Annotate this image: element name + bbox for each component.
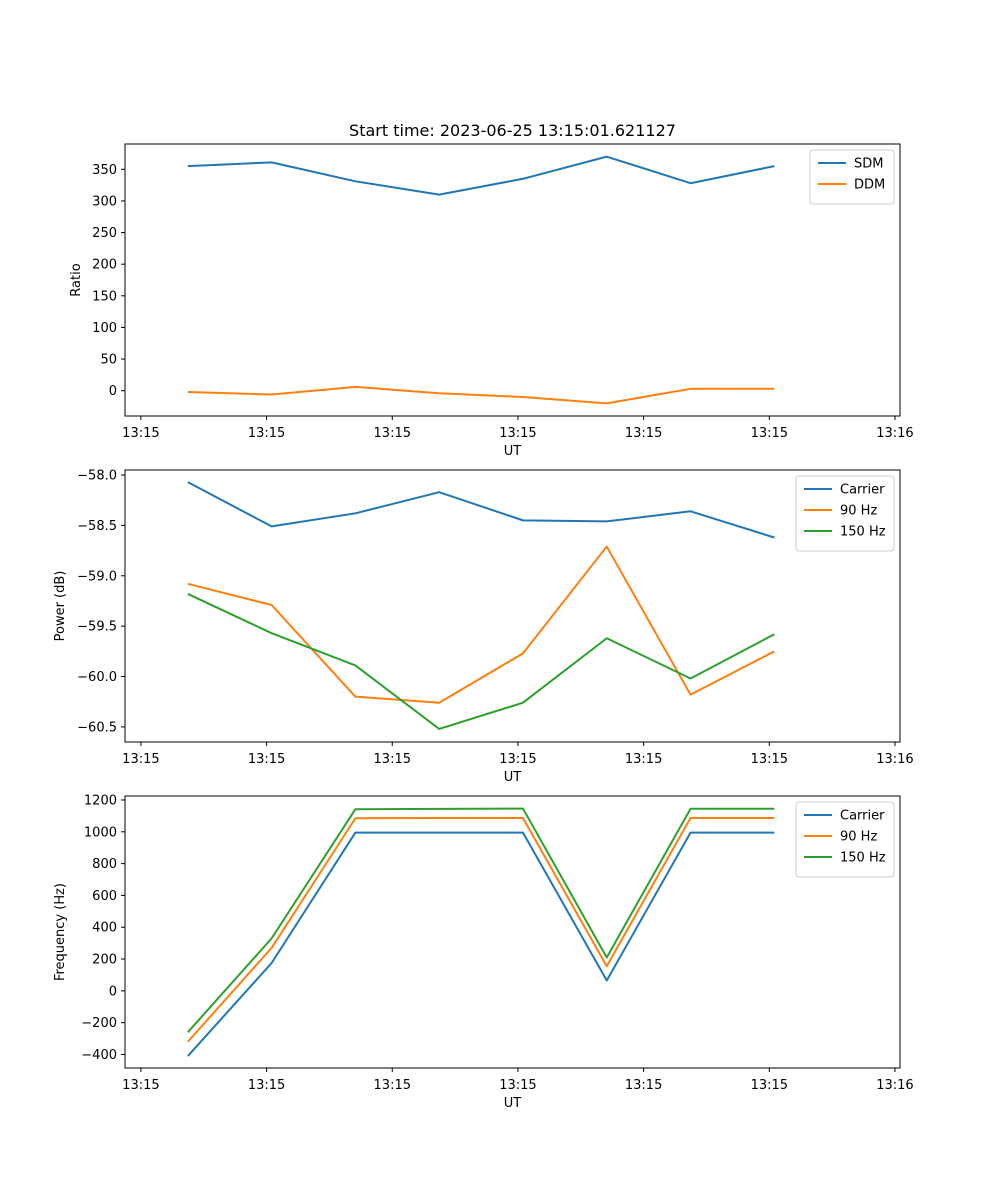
x-tick-label: 13:15	[499, 752, 536, 767]
y-tick-label: 0	[109, 384, 117, 399]
y-tick-label: −60.5	[77, 720, 117, 735]
y-tick-label: −58.0	[77, 469, 117, 484]
y-tick-label: 1200	[84, 793, 117, 808]
x-tick-label: 13:15	[374, 752, 411, 767]
y-tick-label: 350	[92, 163, 117, 178]
series-line-150-hz	[187, 807, 775, 1033]
chart-panel-2: 13:15 13:15 13:15 13:15 13:15 13:15 13:16 −60.5…	[53, 469, 914, 785]
x-tick-label: 13:15	[374, 426, 411, 441]
legend-label: Carrier	[840, 483, 885, 498]
x-tick-label: 13:15	[751, 426, 788, 441]
y-axis-label: Frequency (Hz)	[53, 883, 68, 981]
x-tick-label: 13:16	[876, 1078, 913, 1093]
x-tick-label: 13:15	[122, 752, 159, 767]
x-axis-label: UT	[504, 1096, 522, 1111]
legend-box	[795, 475, 895, 552]
legend-label: 150 Hz	[840, 525, 886, 540]
x-tick-label: 13:15	[374, 1078, 411, 1093]
x-tick-label: 13:15	[248, 752, 285, 767]
x-tick-label: 13:15	[499, 426, 536, 441]
y-tick-label: 600	[92, 889, 117, 904]
y-axis-label: Power (dB)	[53, 571, 68, 642]
series-line-150-hz	[187, 593, 775, 730]
y-tick-label: 0	[109, 984, 117, 999]
x-tick-label: 13:15	[248, 426, 285, 441]
y-tick-label: 50	[100, 353, 117, 368]
x-tick-label: 13:16	[876, 426, 913, 441]
plot-frame	[124, 143, 901, 417]
plot-frame	[124, 469, 901, 743]
series-line-sdm	[187, 155, 775, 196]
legend-label: 90 Hz	[840, 830, 877, 845]
y-tick-label: 1000	[84, 825, 117, 840]
y-tick-label: 150	[92, 289, 117, 304]
y-tick-label: −59.0	[77, 569, 117, 584]
legend-label: 90 Hz	[840, 504, 877, 519]
y-tick-label: 250	[92, 226, 117, 241]
series-line-carrier	[187, 481, 775, 539]
y-tick-label: 300	[92, 194, 117, 209]
series-line-90-hz	[187, 816, 775, 1043]
y-tick-label: −60.0	[77, 670, 117, 685]
y-tick-label: 800	[92, 857, 117, 872]
x-axis-label: UT	[504, 770, 522, 785]
y-tick-label: −58.5	[77, 519, 117, 534]
x-tick-label: 13:15	[122, 1078, 159, 1093]
legend-label: 150 Hz	[840, 851, 886, 866]
legend-label: SDM	[854, 157, 883, 172]
y-tick-label: 200	[92, 258, 117, 273]
chart-panel-1: 13:15 13:15 13:15 13:15 13:15 13:15 13:16 0 50 10…	[69, 121, 914, 459]
x-tick-label: 13:15	[625, 752, 662, 767]
y-tick-label: 100	[92, 321, 117, 336]
x-tick-label: 13:15	[499, 1078, 536, 1093]
y-tick-label: −59.5	[77, 620, 117, 635]
y-tick-label: 200	[92, 953, 117, 968]
y-tick-label: −400	[81, 1048, 117, 1063]
y-tick-label: −200	[81, 1016, 117, 1031]
legend: Carrier 90 Hz 150 Hz	[795, 475, 895, 552]
y-tick-label: 400	[92, 921, 117, 936]
legend-box	[795, 801, 895, 878]
x-tick-label: 13:15	[248, 1078, 285, 1093]
x-tick-label: 13:15	[625, 1078, 662, 1093]
chart-title: Start time: 2023-06-25 13:15:01.621127	[349, 121, 676, 140]
x-tick-label: 13:15	[751, 1078, 788, 1093]
x-tick-label: 13:16	[876, 752, 913, 767]
legend-label: DDM	[854, 178, 885, 193]
x-tick-label: 13:15	[625, 426, 662, 441]
legend-label: Carrier	[840, 809, 885, 824]
legend: Carrier 90 Hz 150 Hz	[795, 801, 895, 878]
plot-frame	[124, 795, 901, 1069]
series-line-carrier	[187, 831, 775, 1057]
chart-panel-3: 13:15 13:15 13:15 13:15 13:15 13:15 13:16 −400 −…	[53, 793, 914, 1111]
x-tick-label: 13:15	[122, 426, 159, 441]
legend: SDM DDM	[809, 149, 895, 205]
y-axis-label: Ratio	[69, 263, 84, 296]
series-line-ddm	[187, 385, 775, 405]
x-tick-label: 13:15	[751, 752, 788, 767]
series-line-90-hz	[187, 545, 775, 704]
x-axis-label: UT	[504, 444, 522, 459]
